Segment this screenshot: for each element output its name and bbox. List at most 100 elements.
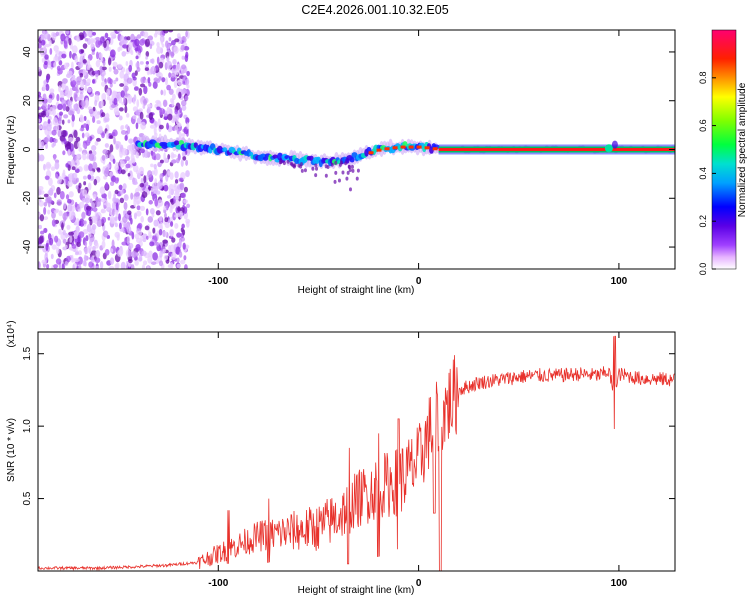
- noise-point: [179, 107, 182, 113]
- noise-point: [163, 99, 168, 108]
- noise-point: [122, 183, 127, 190]
- noise-point: [92, 150, 97, 156]
- noise-point: [39, 235, 44, 244]
- noise-point: [149, 43, 153, 50]
- noise-point: [67, 100, 73, 106]
- tail-point: [330, 162, 334, 167]
- noise-point: [155, 210, 161, 216]
- ridge-point: [173, 140, 180, 146]
- x-tick-label: -100: [208, 276, 228, 287]
- noise-point: [169, 172, 174, 180]
- noise-point: [109, 181, 115, 187]
- noise-point: [149, 124, 156, 129]
- noise-point: [153, 219, 159, 227]
- noise-point: [120, 124, 125, 130]
- noise-point: [171, 237, 176, 243]
- noise-point: [71, 244, 77, 249]
- noise-point: [92, 245, 96, 251]
- noise-point: [97, 198, 102, 203]
- noise-point: [61, 53, 67, 59]
- noise-point: [81, 132, 85, 139]
- noise-point: [117, 63, 123, 69]
- noise-point: [174, 125, 179, 132]
- ridge-point: [272, 154, 278, 159]
- tail-point: [348, 168, 352, 173]
- noise-point: [131, 264, 135, 269]
- noise-point: [87, 245, 93, 250]
- noise-point: [143, 31, 149, 38]
- noise-point: [101, 73, 105, 82]
- noise-point: [63, 202, 67, 210]
- noise-point: [88, 153, 95, 162]
- noise-point: [73, 104, 77, 111]
- noise-point: [159, 173, 164, 181]
- noise-point: [168, 37, 172, 42]
- noise-point: [152, 81, 158, 89]
- noise-point: [78, 182, 82, 189]
- tail-point: [334, 160, 338, 165]
- noise-point: [183, 255, 187, 261]
- noise-point: [73, 172, 78, 179]
- noise-point: [113, 97, 118, 106]
- noise-point: [128, 138, 134, 144]
- noise-point: [157, 199, 164, 207]
- noise-point: [82, 69, 87, 76]
- noise-point: [83, 115, 87, 121]
- noise-point: [171, 153, 177, 158]
- noise-point: [110, 31, 116, 37]
- noise-point: [158, 61, 164, 69]
- noise-point: [96, 51, 100, 60]
- x-tick-label: 0: [416, 578, 422, 589]
- noise-point: [181, 64, 187, 70]
- noise-point: [40, 39, 46, 46]
- colorbar-tick-label: 0.6: [698, 119, 708, 132]
- noise-point: [167, 113, 173, 121]
- noise-point: [79, 218, 85, 227]
- noise-point: [70, 159, 75, 166]
- noise-point: [122, 44, 128, 49]
- noise-point: [127, 210, 132, 215]
- noise-point: [156, 46, 162, 55]
- noise-point: [83, 123, 88, 128]
- noise-point: [174, 196, 180, 200]
- noise-point: [47, 209, 51, 215]
- noise-point: [139, 38, 145, 46]
- tail-point: [334, 170, 338, 175]
- noise-point: [144, 187, 149, 193]
- noise-point: [138, 108, 143, 113]
- noise-point: [104, 143, 110, 148]
- noise-point: [53, 62, 57, 68]
- noise-point: [75, 225, 80, 233]
- noise-point: [147, 255, 153, 264]
- noise-point: [158, 260, 164, 267]
- noise-point: [113, 68, 119, 75]
- noise-point: [76, 107, 81, 115]
- noise-point: [150, 261, 157, 265]
- noise-point: [77, 61, 84, 69]
- noise-point: [91, 224, 97, 231]
- noise-point: [170, 39, 176, 46]
- noise-point: [148, 250, 153, 258]
- noise-point: [175, 200, 181, 208]
- noise-point: [102, 60, 106, 66]
- noise-point: [183, 46, 190, 51]
- tail-point: [347, 164, 351, 169]
- noise-point: [180, 227, 184, 233]
- noise-point: [123, 96, 126, 105]
- noise-point: [176, 122, 182, 128]
- noise-point: [132, 78, 137, 87]
- noise-point: [165, 204, 169, 209]
- noise-point: [55, 173, 59, 179]
- ridge-peak: [424, 146, 430, 150]
- noise-point: [178, 91, 182, 99]
- noise-point: [89, 239, 93, 247]
- noise-point: [94, 70, 100, 75]
- noise-point: [144, 67, 150, 71]
- noise-point: [133, 115, 137, 120]
- noise-point: [95, 249, 101, 258]
- noise-point: [85, 97, 89, 106]
- noise-point: [71, 166, 76, 171]
- noise-point: [160, 36, 164, 45]
- noise-point: [50, 166, 56, 172]
- noise-point: [132, 181, 138, 186]
